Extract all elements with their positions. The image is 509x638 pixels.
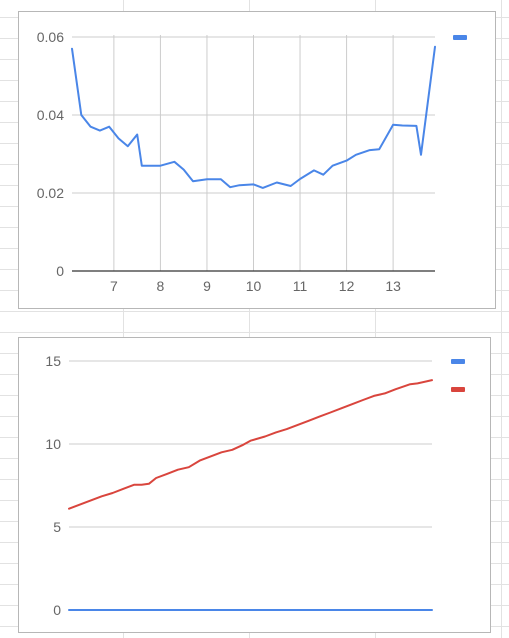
legend-swatch <box>451 387 465 392</box>
x-tick-label: 8 <box>157 278 165 294</box>
y-tick-label: 0 <box>53 602 61 618</box>
x-tick-label: 7 <box>110 278 118 294</box>
chart-2-plot: 0 5 10 15 <box>45 353 465 618</box>
y-tick-label: 0.06 <box>37 29 64 45</box>
y-tick-label: 0 <box>56 263 64 279</box>
y-tick-label: 10 <box>45 436 61 452</box>
chart-2: 0 5 10 15 <box>18 337 491 633</box>
y-tick-label: 15 <box>45 353 61 369</box>
series-line <box>71 45 436 189</box>
legend-swatch <box>451 359 465 364</box>
x-tick-label: 10 <box>246 278 262 294</box>
y-tick-label: 0.02 <box>37 185 64 201</box>
series-line <box>68 379 433 510</box>
chart-1-plot: 7 8 9 10 11 12 13 0 0.02 0.04 0.06 <box>37 29 467 294</box>
x-tick-label: 12 <box>339 278 355 294</box>
chart-1: 7 8 9 10 11 12 13 0 0.02 0.04 0.06 <box>18 11 496 309</box>
y-tick-label: 0.04 <box>37 107 64 123</box>
x-tick-label: 11 <box>293 278 308 294</box>
x-tick-label: 13 <box>385 278 401 294</box>
legend-swatch <box>453 35 467 40</box>
y-tick-label: 5 <box>53 519 61 535</box>
x-tick-label: 9 <box>203 278 211 294</box>
